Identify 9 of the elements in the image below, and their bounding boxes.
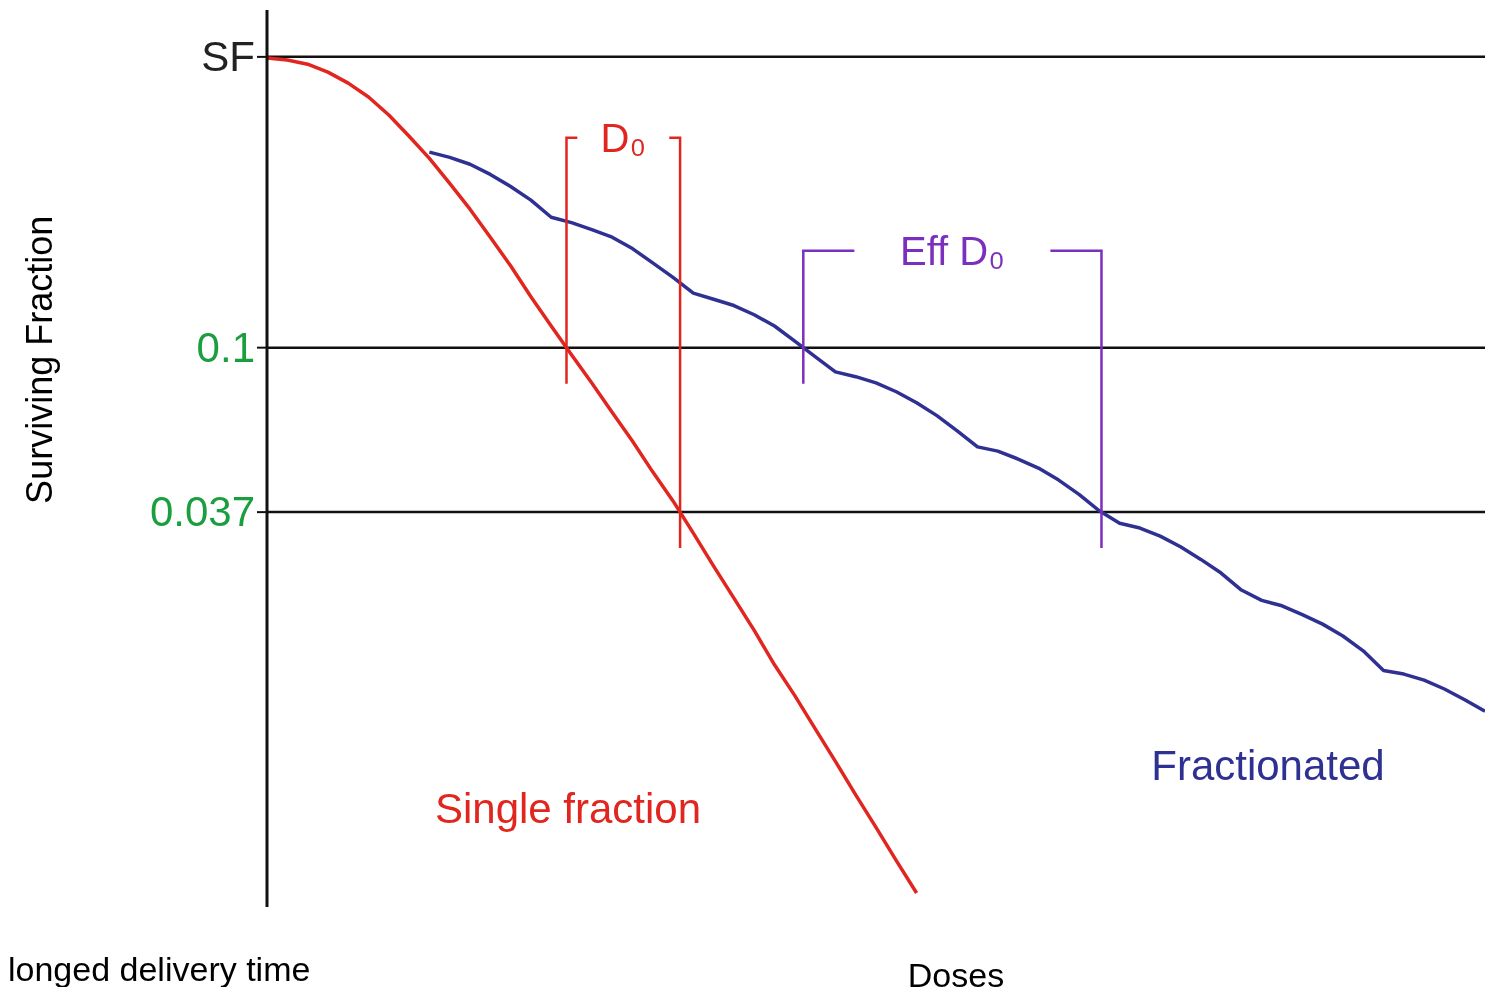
x-axis-title: Doses	[907, 956, 1005, 987]
y-axis-title: Surviving Fraction	[19, 215, 60, 504]
y-tick-label: 0.037	[149, 488, 255, 536]
annotation: Eff D₀	[899, 228, 1005, 273]
series-label: Fractionated	[1151, 742, 1385, 789]
text: Single fraction	[434, 785, 702, 832]
y-tick-label: 0.1	[196, 323, 255, 371]
y-tick-label: SF	[201, 32, 255, 80]
annotation: D₀	[600, 115, 647, 160]
